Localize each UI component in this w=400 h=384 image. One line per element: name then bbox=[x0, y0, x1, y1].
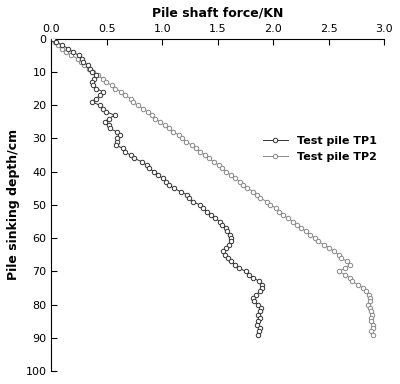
Test pile TP1 bbox=[259, 282, 264, 287]
Test pile TP1 bbox=[256, 319, 261, 323]
X-axis label: Pile shaft force/KN: Pile shaft force/KN bbox=[152, 7, 284, 20]
Test pile TP2 bbox=[50, 36, 54, 41]
Test pile TP2 bbox=[100, 76, 105, 81]
Test pile TP2 bbox=[322, 242, 326, 247]
Test pile TP2 bbox=[368, 319, 373, 323]
Legend: Test pile TP1, Test pile TP2: Test pile TP1, Test pile TP2 bbox=[259, 132, 381, 166]
Test pile TP1 bbox=[51, 36, 56, 41]
Test pile TP1 bbox=[256, 332, 261, 337]
Test pile TP2 bbox=[364, 289, 368, 294]
Test pile TP1 bbox=[92, 76, 96, 81]
Test pile TP1 bbox=[226, 242, 231, 247]
Test pile TP2 bbox=[356, 282, 360, 287]
Line: Test pile TP2: Test pile TP2 bbox=[50, 36, 375, 337]
Test pile TP2 bbox=[370, 332, 375, 337]
Y-axis label: Pile sinking depth/cm: Pile sinking depth/cm bbox=[7, 129, 20, 280]
Test pile TP1 bbox=[108, 126, 112, 131]
Test pile TP2 bbox=[166, 126, 171, 131]
Test pile TP1 bbox=[258, 289, 263, 294]
Line: Test pile TP1: Test pile TP1 bbox=[51, 36, 264, 337]
